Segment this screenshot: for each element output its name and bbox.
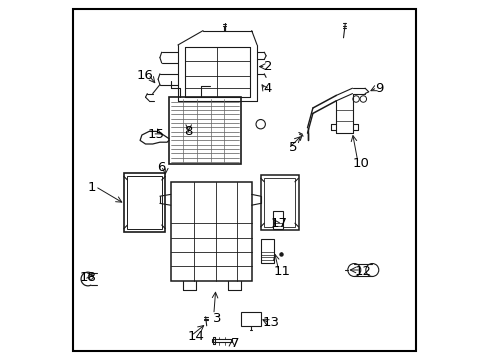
Text: 11: 11: [273, 265, 290, 278]
Text: 4: 4: [263, 82, 271, 95]
Text: 10: 10: [352, 157, 369, 170]
Text: 8: 8: [184, 125, 192, 138]
Text: 12: 12: [354, 265, 371, 278]
Text: 13: 13: [263, 316, 280, 329]
Text: 2: 2: [263, 60, 272, 73]
Bar: [123, 173, 165, 232]
Text: 9: 9: [375, 82, 383, 95]
Circle shape: [352, 96, 359, 102]
Bar: [241, 312, 260, 326]
Circle shape: [365, 264, 378, 276]
Bar: [127, 176, 162, 229]
Bar: [260, 175, 298, 230]
Bar: [264, 178, 294, 227]
Circle shape: [88, 274, 93, 279]
Text: 6: 6: [157, 161, 165, 174]
Text: 3: 3: [213, 312, 221, 325]
Text: 15: 15: [147, 129, 164, 141]
Bar: [168, 97, 241, 164]
Bar: [272, 211, 282, 229]
Text: 16: 16: [137, 69, 154, 82]
Text: 5: 5: [288, 141, 297, 154]
Text: 17: 17: [270, 217, 286, 230]
Bar: [170, 182, 251, 281]
Text: 1: 1: [87, 181, 96, 194]
Bar: [260, 239, 274, 263]
Circle shape: [256, 120, 265, 129]
Text: 14: 14: [187, 330, 204, 343]
Text: 18: 18: [79, 271, 96, 284]
Circle shape: [359, 96, 366, 102]
Circle shape: [347, 264, 360, 276]
Text: 7: 7: [231, 337, 239, 350]
